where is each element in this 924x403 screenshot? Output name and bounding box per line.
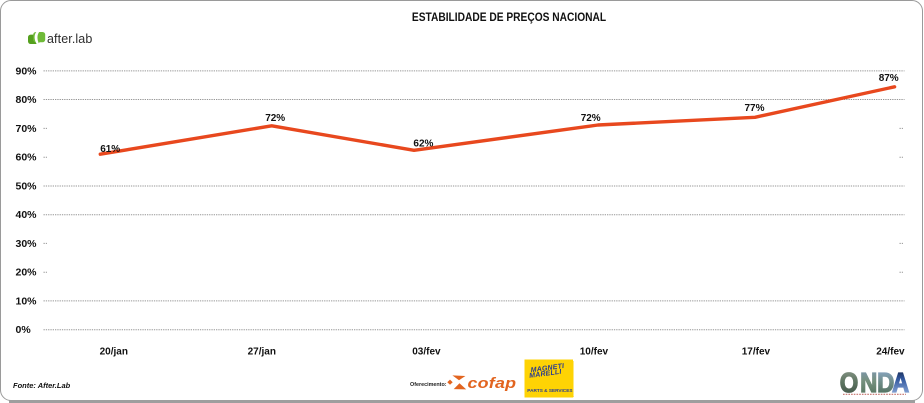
svg-text:PARTS & SERVICES: PARTS & SERVICES — [527, 387, 572, 392]
svg-text:24/fev: 24/fev — [876, 347, 905, 358]
svg-text:D: D — [877, 368, 894, 398]
svg-text:60%: 60% — [16, 152, 38, 164]
svg-text:77%: 77% — [744, 103, 764, 114]
svg-text:03/fev: 03/fev — [412, 347, 441, 358]
svg-text:A: A — [892, 368, 909, 398]
svg-text:61%: 61% — [100, 144, 120, 155]
svg-text:80%: 80% — [16, 94, 38, 106]
svg-text:62%: 62% — [413, 139, 433, 150]
svg-text:N: N — [860, 368, 877, 398]
svg-text:cofap: cofap — [468, 375, 517, 391]
svg-text:40%: 40% — [16, 209, 38, 221]
svg-text:90%: 90% — [16, 65, 38, 77]
svg-text:27/jan: 27/jan — [248, 347, 276, 358]
svg-text:17/fev: 17/fev — [742, 347, 771, 358]
svg-text:10/fev: 10/fev — [580, 347, 609, 358]
svg-text:70%: 70% — [16, 123, 38, 135]
svg-text:20%: 20% — [16, 267, 38, 279]
svg-text:0%: 0% — [16, 324, 32, 336]
svg-text:87%: 87% — [879, 73, 899, 84]
svg-text:30%: 30% — [16, 238, 38, 250]
svg-text:O: O — [840, 368, 859, 398]
svg-text:20/jan: 20/jan — [100, 347, 128, 358]
svg-text:10%: 10% — [16, 295, 38, 307]
svg-text:72%: 72% — [581, 113, 601, 124]
svg-text:MARELLI: MARELLI — [529, 368, 563, 379]
svg-text:MAGNETI: MAGNETI — [530, 362, 565, 373]
svg-text:72%: 72% — [265, 113, 285, 124]
svg-text:50%: 50% — [16, 180, 38, 192]
